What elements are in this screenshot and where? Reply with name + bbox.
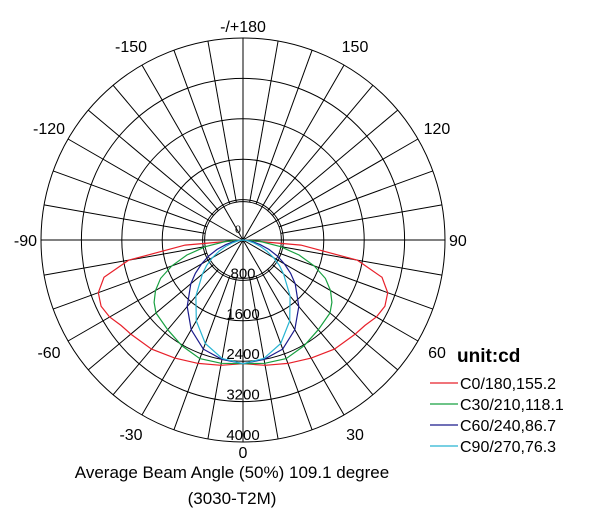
grid-spoke-320 <box>112 269 219 396</box>
radial-label-4: 3200 <box>226 387 259 404</box>
angle-label-3: 90 <box>449 233 467 250</box>
grid-spoke-340 <box>173 275 231 430</box>
grid-spoke-80 <box>280 246 443 276</box>
grid-spoke-140 <box>267 84 374 211</box>
angle-labels: -/+180 150 120 90 60 30 0 -30 -60 -90 -120 -150 <box>14 19 467 462</box>
radial-label-2: 1600 <box>226 306 259 323</box>
angle-label-8: -60 <box>37 345 60 362</box>
grid-spoke-190 <box>207 40 237 203</box>
legend-label-2: C60/240,86.7 <box>460 418 556 435</box>
caption-beam-angle: Average Beam Angle (50%) 109.1 degree <box>75 463 389 482</box>
radial-label-1: 800 <box>230 265 255 282</box>
radial-tick-labels: 0 800 1600 2400 3200 4000 <box>226 222 259 444</box>
angle-label-4: 60 <box>428 345 446 362</box>
grid-spoke-220 <box>112 84 219 211</box>
radial-label-3: 2400 <box>226 346 259 363</box>
grid-spoke-40 <box>267 269 374 396</box>
angle-label-7: -30 <box>119 427 142 444</box>
grid-spoke-210 <box>141 64 244 241</box>
angle-label-6: 0 <box>239 445 248 462</box>
angle-label-11: -150 <box>115 39 147 56</box>
angle-label-5: 30 <box>346 427 364 444</box>
unit-label: unit:cd <box>457 346 520 367</box>
angle-label-1: 150 <box>342 39 369 56</box>
grid-spoke-100 <box>280 204 443 234</box>
grid-spoke-280 <box>43 246 206 276</box>
grid-spoke-70 <box>278 252 433 310</box>
grid-spoke-130 <box>272 109 399 216</box>
grid-spoke-50 <box>272 264 399 371</box>
grid-spoke-120 <box>242 138 419 241</box>
grid-spoke-310 <box>87 264 214 371</box>
grid-spoke-20 <box>255 275 313 430</box>
grid-spoke-290 <box>53 252 208 310</box>
grid-spoke-330 <box>141 239 244 416</box>
legend-label-3: C90/270,76.3 <box>460 439 556 456</box>
legend-label-0: C0/180,155.2 <box>460 376 556 393</box>
radial-label-0: 0 <box>235 222 241 236</box>
series-curve-3 <box>195 239 291 365</box>
polar-grid <box>40 37 446 443</box>
grid-spoke-260 <box>43 204 206 234</box>
caption-model: (3030-T2M) <box>188 489 277 508</box>
grid-spoke-250 <box>53 170 208 228</box>
grid-spoke-230 <box>87 109 214 216</box>
grid-spoke-110 <box>278 170 433 228</box>
angle-label-10: -120 <box>33 121 65 138</box>
angle-label-0: -/+180 <box>220 19 266 36</box>
grid-spoke-240 <box>67 138 244 241</box>
legend: C0/180,155.2 C30/210,118.1 C60/240,86.7 C90… <box>430 376 564 456</box>
grid-spoke-30 <box>242 239 345 416</box>
radial-label-5: 4000 <box>226 427 259 444</box>
grid-spoke-200 <box>173 50 231 205</box>
angle-label-2: 120 <box>424 121 451 138</box>
legend-label-1: C30/210,118.1 <box>460 397 564 414</box>
grid-spoke-150 <box>242 64 345 241</box>
intensity-curves <box>97 239 389 366</box>
grid-spoke-170 <box>249 40 279 203</box>
angle-label-9: -90 <box>14 233 37 250</box>
grid-spoke-160 <box>255 50 313 205</box>
